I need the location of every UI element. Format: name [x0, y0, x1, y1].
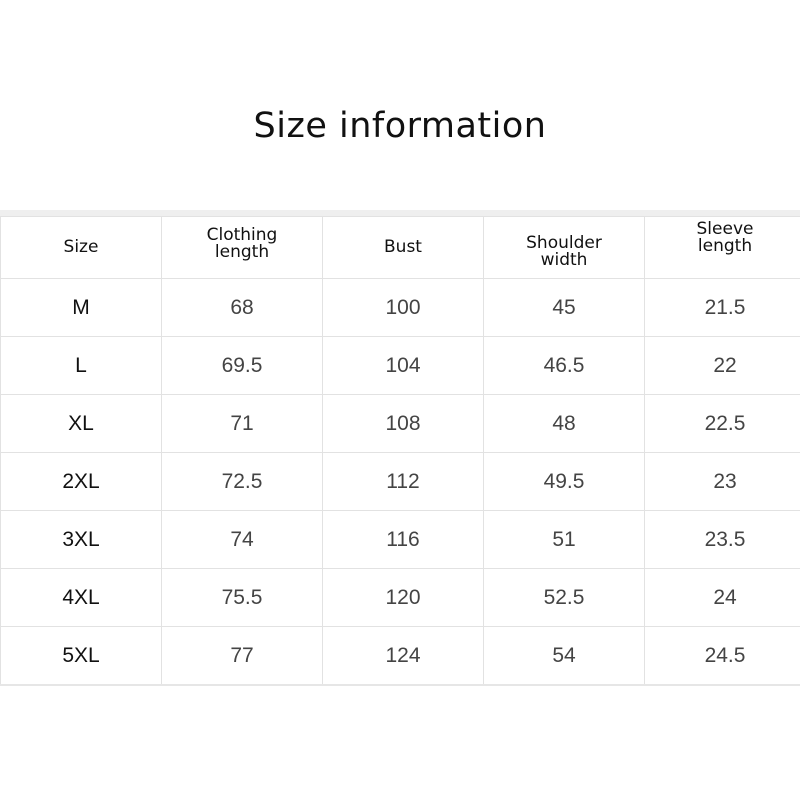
size-cell: 5XL: [0, 626, 162, 686]
measurement-cell: 69.5: [161, 336, 323, 395]
measurement-cell: 72.5: [161, 452, 323, 511]
size-cell: M: [0, 278, 162, 337]
measurement-cell: 112: [322, 452, 484, 511]
measurement-cell: 22.5: [644, 394, 800, 453]
table-row: XL 71 108 48 22.5: [0, 394, 800, 453]
measurement-cell: 71: [161, 394, 323, 453]
measurement-cell: 45: [483, 278, 645, 337]
table-row: M 68 100 45 21.5: [0, 278, 800, 337]
column-header-line: Shoulder: [526, 232, 602, 253]
header-row: Size Clothing length Bust Shoulder width Sleev…: [0, 216, 800, 279]
table-row: 5XL 77 124 54 24.5: [0, 626, 800, 686]
size-cell: 4XL: [0, 568, 162, 627]
column-header-line: Sleeve: [696, 218, 754, 239]
measurement-cell: 24.5: [644, 626, 800, 686]
size-cell: XL: [0, 394, 162, 453]
size-cell: 2XL: [0, 452, 162, 511]
measurement-cell: 48: [483, 394, 645, 453]
table-row: 2XL 72.5 112 49.5 23: [0, 452, 800, 511]
measurement-cell: 124: [322, 626, 484, 686]
table-row: L 69.5 104 46.5 22: [0, 336, 800, 395]
page-title: Size information: [253, 106, 547, 146]
measurement-cell: 54: [483, 626, 645, 686]
measurement-cell: 100: [322, 278, 484, 337]
measurement-cell: 75.5: [161, 568, 323, 627]
column-header: Size: [0, 216, 162, 279]
table-row: 4XL 75.5 120 52.5 24: [0, 568, 800, 627]
measurement-cell: 68: [161, 278, 323, 337]
measurement-cell: 77: [161, 626, 323, 686]
measurement-cell: 46.5: [483, 336, 645, 395]
measurement-cell: 74: [161, 510, 323, 569]
measurement-cell: 52.5: [483, 568, 645, 627]
column-header-line: Size: [63, 237, 99, 257]
column-header-line: length: [697, 235, 753, 256]
column-header-line: Bust: [384, 237, 422, 257]
table-row: 3XL 74 116 51 23.5: [0, 510, 800, 569]
column-header-line: length: [214, 241, 270, 262]
measurement-cell: 24: [644, 568, 800, 627]
measurement-cell: 51: [483, 510, 645, 569]
measurement-cell: 22: [644, 336, 800, 395]
column-header: Shoulder width: [483, 216, 645, 279]
measurement-cell: 108: [322, 394, 484, 453]
measurement-cell: 49.5: [483, 452, 645, 511]
measurement-cell: 21.5: [644, 278, 800, 337]
measurement-cell: 116: [322, 510, 484, 569]
column-header: Bust: [322, 216, 484, 279]
table-top-border: [0, 210, 800, 216]
measurement-cell: 23: [644, 452, 800, 511]
column-header-line: Clothing: [206, 224, 278, 245]
size-cell: L: [0, 336, 162, 395]
column-header: Clothing length: [161, 216, 323, 279]
column-header: Sleeve length: [644, 216, 800, 279]
size-table: Size Clothing length Bust Shoulder width Sleev…: [0, 216, 800, 686]
measurement-cell: 104: [322, 336, 484, 395]
measurement-cell: 120: [322, 568, 484, 627]
column-header-line: width: [540, 249, 588, 270]
measurement-cell: 23.5: [644, 510, 800, 569]
size-cell: 3XL: [0, 510, 162, 569]
